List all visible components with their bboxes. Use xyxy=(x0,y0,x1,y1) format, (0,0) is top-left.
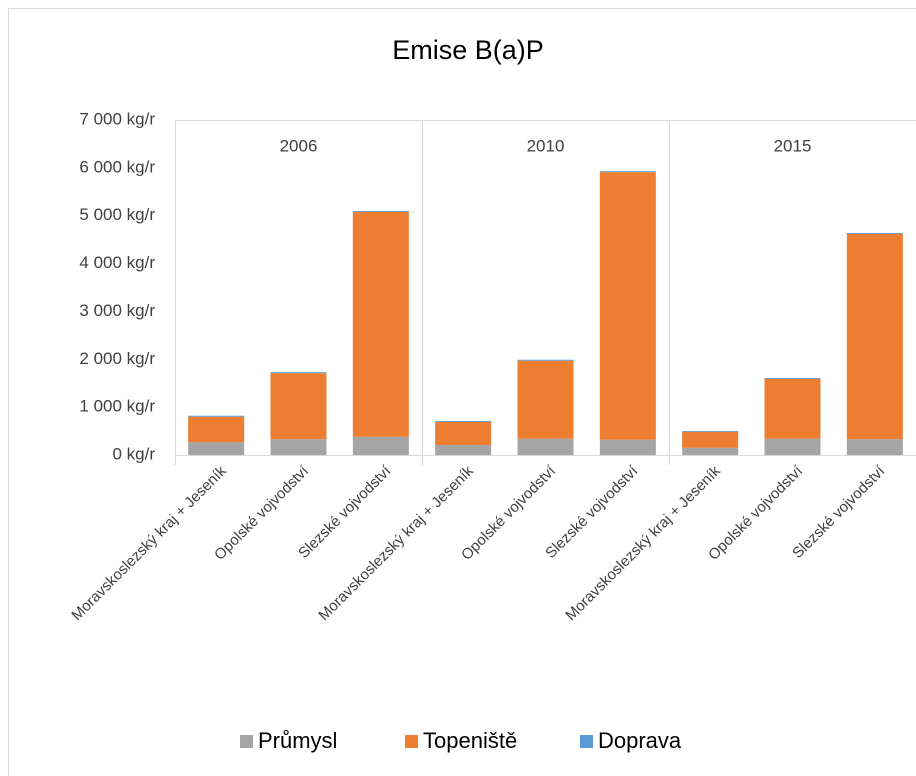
group-label: 2015 xyxy=(774,136,812,155)
bar-segment xyxy=(270,439,327,455)
bar-segment xyxy=(517,360,574,439)
legend-label: Doprava xyxy=(598,728,682,753)
bar-segment xyxy=(352,436,409,455)
y-tick-label: 3 000 kg/r xyxy=(79,301,155,320)
bar-segment xyxy=(682,447,739,455)
bar-segment xyxy=(682,432,739,448)
group-label: 2010 xyxy=(527,136,565,155)
bar-segment xyxy=(846,439,903,455)
bar-segment xyxy=(270,373,327,440)
y-tick-label: 4 000 kg/r xyxy=(79,253,155,272)
bar-segment xyxy=(435,421,492,445)
bar-segment xyxy=(599,171,656,173)
bar-segment xyxy=(188,415,245,417)
y-tick-label: 0 kg/r xyxy=(112,444,155,463)
bar-segment xyxy=(352,211,409,437)
bar-segment xyxy=(846,233,903,440)
bar-segment xyxy=(764,378,821,439)
legend-label: Topeniště xyxy=(423,728,517,753)
chart-title: Emise B(a)P xyxy=(392,35,544,65)
bar-segment xyxy=(188,442,245,455)
bar-segment xyxy=(599,172,656,440)
bar-segment xyxy=(517,359,574,361)
bar-segment xyxy=(517,438,574,455)
bar-segment xyxy=(764,438,821,455)
bar-segment xyxy=(270,372,327,374)
bar-segment xyxy=(352,210,409,212)
legend-label: Průmysl xyxy=(258,728,337,753)
bar-segment xyxy=(764,377,821,379)
group-label: 2006 xyxy=(280,136,318,155)
y-tick-label: 6 000 kg/r xyxy=(79,157,155,176)
bar-segment xyxy=(599,439,656,455)
legend-swatch xyxy=(405,735,418,748)
bar-segment xyxy=(846,232,903,234)
y-tick-label: 2 000 kg/r xyxy=(79,349,155,368)
legend-swatch xyxy=(240,735,253,748)
y-tick-label: 5 000 kg/r xyxy=(79,205,155,224)
bar-segment xyxy=(682,431,739,433)
legend-swatch xyxy=(580,735,593,748)
bar-segment xyxy=(188,416,245,443)
y-tick-label: 1 000 kg/r xyxy=(79,397,155,416)
bar-segment xyxy=(435,421,492,422)
y-tick-label: 7 000 kg/r xyxy=(79,109,155,128)
bar-segment xyxy=(435,444,492,455)
